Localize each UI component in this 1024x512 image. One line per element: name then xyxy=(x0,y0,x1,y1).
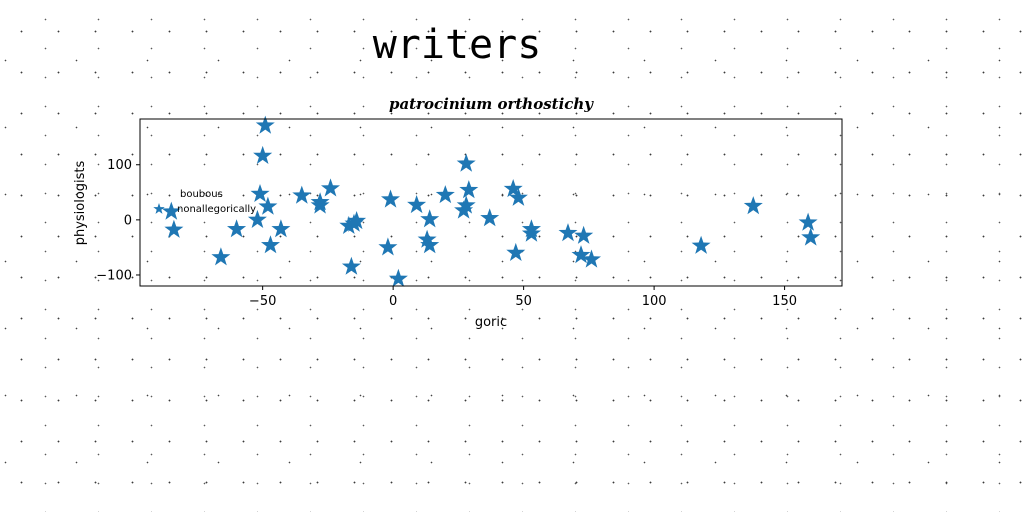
scatter-point xyxy=(388,268,408,287)
scatter-point xyxy=(321,178,340,197)
legend-title: boubous xyxy=(180,189,223,200)
scatter-point xyxy=(258,196,278,215)
scatter-point xyxy=(420,235,440,254)
page-title: writers xyxy=(372,22,542,68)
scatter-point xyxy=(743,196,763,215)
scatter-point xyxy=(310,192,330,211)
scatter-point xyxy=(508,187,528,206)
scatter-point xyxy=(247,209,267,228)
scatter-point xyxy=(261,235,280,254)
scatter-point xyxy=(801,227,821,246)
scatter-point xyxy=(341,256,361,275)
y-axis: −100 0 100 xyxy=(96,158,140,283)
scatter-point xyxy=(691,235,711,254)
legend-marker-star xyxy=(153,203,165,214)
scatter-point xyxy=(407,195,427,214)
x-tick-label: 0 xyxy=(389,294,397,309)
scatter-point xyxy=(521,223,541,242)
scatter-point xyxy=(250,184,270,202)
x-axis: −50 0 50 100 150 xyxy=(249,286,797,309)
legend: boubous nonallegorically xyxy=(153,189,256,215)
scatter-point xyxy=(456,153,476,172)
scatter-point xyxy=(339,215,359,234)
x-tick-label: 150 xyxy=(772,294,797,309)
chart-title: patrocinium orthostichy xyxy=(389,95,594,113)
y-axis-label: physiologists xyxy=(73,160,88,245)
scatter-point xyxy=(227,219,247,238)
scatter-point xyxy=(558,223,578,242)
scatter-point xyxy=(292,185,312,204)
x-axis-label: goric xyxy=(475,315,507,330)
scatter-point xyxy=(582,249,601,268)
scatter-point xyxy=(798,212,818,231)
points-layer xyxy=(161,115,821,287)
scatter-point xyxy=(271,219,291,238)
scatter-point xyxy=(381,189,400,208)
scatter-point xyxy=(420,209,440,228)
x-tick-label: 50 xyxy=(515,294,532,309)
scatter-point xyxy=(161,201,181,220)
x-tick-label: −50 xyxy=(249,294,276,309)
scatter-point xyxy=(417,229,437,248)
scatter-point xyxy=(459,180,479,199)
scatter-point xyxy=(164,219,184,238)
legend-entry-label: nonallegorically xyxy=(177,204,256,215)
scatter-point xyxy=(574,225,594,244)
x-tick-label: 100 xyxy=(642,294,667,309)
scatter-point xyxy=(347,211,367,230)
y-tick-label: 0 xyxy=(124,213,132,228)
scatter-point xyxy=(253,145,273,164)
scatter-point xyxy=(506,242,526,261)
scatter-point xyxy=(456,195,476,214)
scatter-point xyxy=(503,179,523,198)
scatter-point xyxy=(571,245,591,264)
y-tick-label: 100 xyxy=(107,158,132,173)
scatter-point xyxy=(255,115,275,134)
scatter-point xyxy=(211,247,231,266)
scatter-point xyxy=(378,237,398,256)
y-tick-label: −100 xyxy=(96,268,132,283)
scatter-point xyxy=(435,185,455,204)
scatter-point xyxy=(480,208,500,227)
plot-frame xyxy=(139,118,843,287)
